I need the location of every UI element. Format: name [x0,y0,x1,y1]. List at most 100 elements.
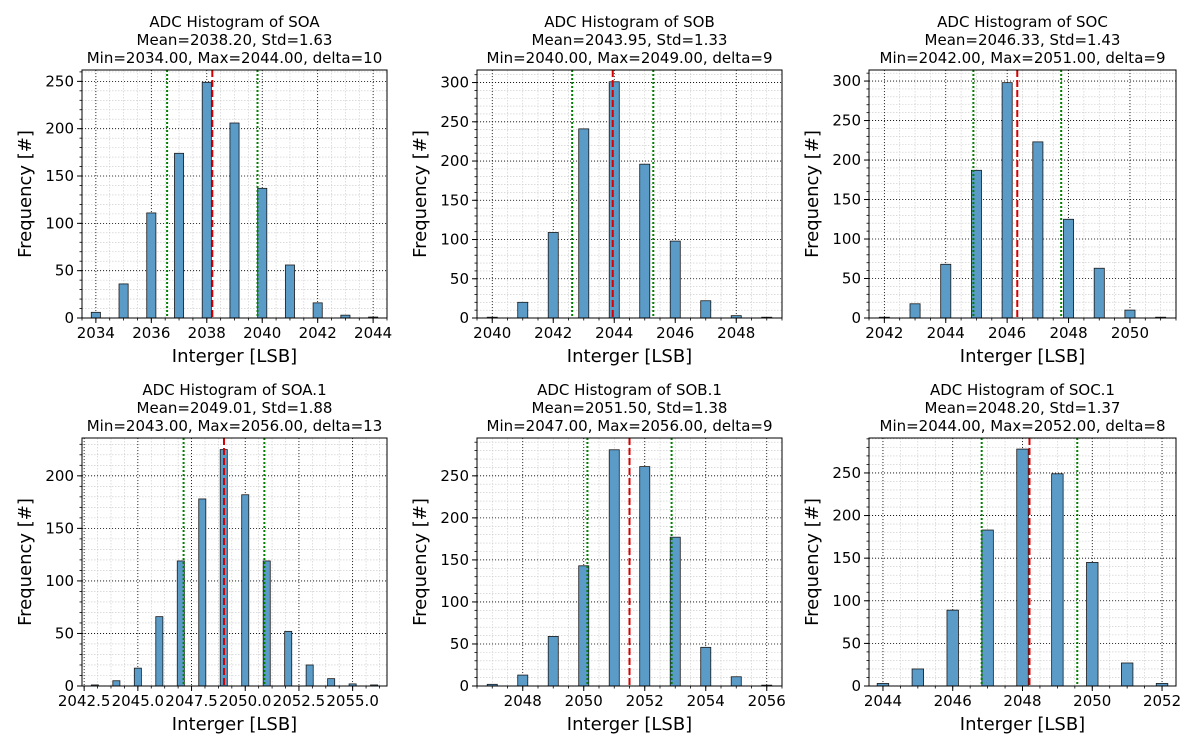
x-axis-label: Interger [LSB] [960,346,1085,367]
histogram-bar [669,240,681,318]
histogram-bar [284,630,293,686]
y-tick-label: 200 [45,467,74,485]
panel-title: ADC Histogram of SOB.1 [537,381,722,399]
histogram-bar [241,494,250,686]
histogram-bar [547,636,559,686]
x-tick-label: 2044 [595,324,633,342]
histogram-bar [262,560,271,686]
y-tick-label: 100 [440,593,469,611]
histogram-bar [970,169,982,318]
y-tick-label: 100 [45,214,74,232]
plot-area [82,438,387,686]
y-tick-label: 0 [851,309,861,327]
x-tick-label: 2048 [1049,324,1087,342]
panel-subtitle-range: Min=2042.00, Max=2051.00, delta=9 [880,49,1166,67]
y-axis-label: Frequency [#] [410,130,431,258]
x-tick-label: 2044 [354,324,392,342]
y-tick-label: 50 [55,624,74,642]
panel-title: ADC Histogram of SOA.1 [142,381,326,399]
panel-subtitle-stats: Mean=2038.20, Std=1.63 [137,31,333,49]
histogram-bar [90,311,101,318]
y-tick-label: 200 [832,151,861,169]
histogram-bar [257,187,268,318]
y-tick-label: 150 [440,191,469,209]
plot-frame [81,437,388,687]
histogram-panel: 0 50 100 150 200 250 300 2040 2042 2044 2046 2048 In… [410,13,783,367]
histogram-bar [517,674,529,686]
histogram-bar [118,283,129,318]
x-tick-label: 2050 [1073,692,1111,710]
x-tick-label: 2052 [1143,692,1181,710]
histogram-panel: 0 50 100 150 200 250 300 2042 2044 2046 2048 2050 In… [802,13,1177,367]
x-tick-label: 2046 [656,324,694,342]
x-tick-label: 2040 [243,324,281,342]
histogram-bar [1016,448,1029,686]
histogram-bar [639,466,651,686]
histogram-bar [112,680,121,686]
panel-subtitle-range: Min=2047.00, Max=2056.00, delta=9 [487,417,773,435]
histogram-bar [312,302,323,318]
y-tick-label: 50 [842,634,861,652]
histogram-bar [305,664,314,686]
y-axis-label: Frequency [#] [15,498,36,626]
grid-layer [477,70,782,318]
histogram-bar [90,684,99,686]
y-axis-label: Frequency [#] [410,498,431,626]
y-tick-label: 300 [832,72,861,90]
x-tick-label: 2056 [748,692,786,710]
panel-subtitle-stats: Mean=2046.33, Std=1.43 [925,31,1121,49]
histogram-bar [700,646,712,686]
histogram-bar [1124,309,1136,318]
marker-lines [586,438,673,686]
histogram-bar [909,303,921,318]
histogram-bar [284,264,295,318]
y-tick-label: 100 [440,231,469,249]
panel-subtitle-stats: Mean=2049.01, Std=1.88 [137,399,333,417]
x-tick-label: 2042 [299,324,337,342]
panel-title: ADC Histogram of SOB [544,13,714,31]
x-tick-label: 2040 [473,324,511,342]
histogram-bar [146,212,157,318]
y-tick-label: 0 [851,677,861,695]
x-tick-label: 2050.0 [219,692,272,710]
panel-subtitle-stats: Mean=2051.50, Std=1.38 [532,399,728,417]
y-axis-label: Frequency [#] [15,130,36,258]
y-tick-label: 200 [440,509,469,527]
y-tick-label: 300 [440,74,469,92]
panel-title: ADC Histogram of SOC.1 [930,381,1115,399]
panel-subtitle-stats: Mean=2048.20, Std=1.37 [925,399,1121,417]
histogram-bar [1001,82,1013,318]
histogram-panel: 0 50 100 150 200 250 2034 2036 2038 2040 2042 2044 I… [15,13,392,367]
y-tick-label: 250 [832,112,861,130]
histogram-bar [1121,662,1134,686]
x-axis-label: Interger [LSB] [567,346,692,367]
marker-lines [166,70,259,318]
x-tick-label: 2046 [934,692,972,710]
y-tick-label: 200 [440,152,469,170]
histogram-bar [370,684,379,686]
histogram-bar [669,536,681,686]
x-tick-label: 2048 [504,692,542,710]
y-tick-label: 50 [450,270,469,288]
y-tick-label: 0 [459,677,469,695]
histogram-bar [1063,218,1075,318]
y-tick-label: 0 [459,309,469,327]
panel-title: ADC Histogram of SOC [937,13,1108,31]
bar-layer [90,81,379,318]
histogram-bar [608,449,620,686]
x-tick-label: 2048 [717,324,755,342]
histogram-bar [174,152,185,318]
x-tick-label: 2052.5 [273,692,326,710]
histogram-bar [911,668,924,686]
histogram-bar [700,300,712,318]
histogram-bar [547,232,559,318]
y-tick-label: 250 [440,113,469,131]
histogram-bar [981,529,994,686]
y-tick-label: 250 [45,72,74,90]
x-tick-label: 2045.0 [112,692,165,710]
x-tick-label: 2052 [626,692,664,710]
histogram-bar [1032,141,1044,318]
x-axis-label: Interger [LSB] [567,714,692,735]
histogram-bar [1051,473,1064,686]
